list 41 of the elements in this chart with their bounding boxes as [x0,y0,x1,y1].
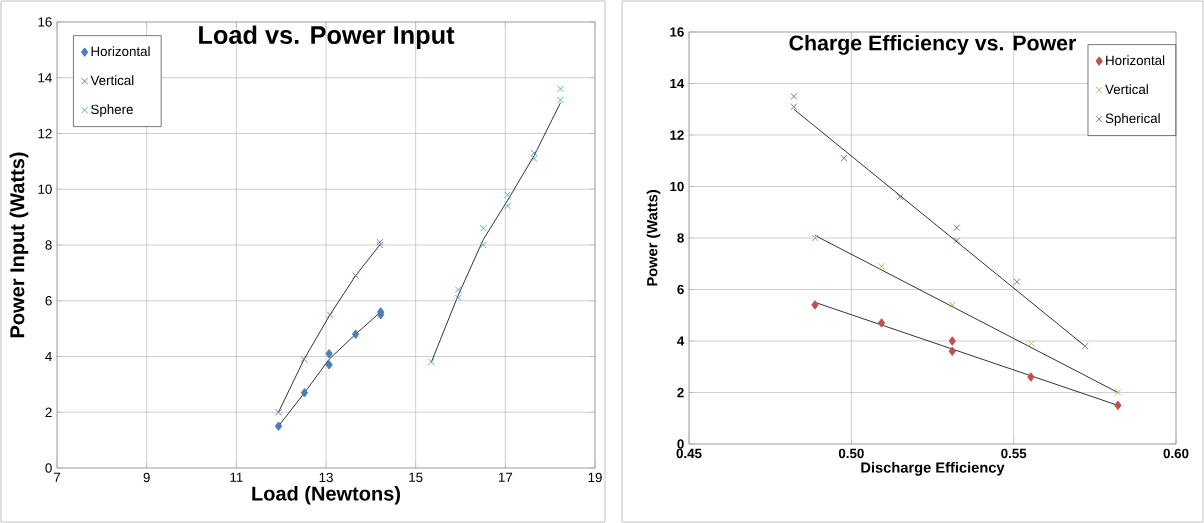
y-tick-label: 10 [38,184,52,194]
y-tick-label: 14 [670,78,685,89]
x-axis-title: Load (Newtons) [252,485,400,505]
y-tick-label: 2 [677,387,684,398]
y-tick-label: 2 [45,407,52,417]
legend-label: Horizontal [91,46,150,57]
x-tick-label: 0.60 [1163,448,1189,459]
x-axis-title: Discharge Efficiency [861,461,1005,476]
y-tick-label: 4 [45,351,52,362]
x-tick-label: 9 [143,472,150,483]
x-tick-label: 13 [319,472,333,483]
x-tick-label: 17 [498,472,513,482]
chart-title: Charge Efficiency vs. Power [789,34,1077,55]
chart-title: Load vs. Power Input [199,25,455,49]
y-tick-label: 0 [45,463,52,473]
y-tick-label: 16 [670,27,684,37]
y-tick-label: 8 [677,233,684,243]
x-tick-label: 11 [230,472,243,482]
x-tick-label: 19 [588,472,602,483]
y-tick-label: 14 [38,73,52,83]
y-axis-title: Power Input (Watts) [9,152,29,338]
legend-label: Spherical [1105,113,1160,126]
x-tick-label: 0.45 [676,448,702,459]
x-tick-label: 15 [409,472,423,482]
y-tick-label: 8 [45,240,52,250]
y-axis-title: Power (Watts) [646,190,661,286]
legend-label: Vertical [1105,84,1148,95]
y-tick-label: 12 [670,130,684,140]
y-tick-label: 0 [677,439,684,449]
y-tick-label: 16 [38,17,52,27]
y-tick-label: 12 [38,128,52,139]
y-tick-label: 6 [45,296,52,306]
x-tick-label: 7 [53,472,61,482]
legend-label: Horizontal [1106,55,1165,66]
y-tick-label: 10 [670,181,684,192]
x-tick-label: 0.50 [838,448,864,459]
y-tick-label: 4 [677,336,685,346]
y-tick-label: 6 [677,284,684,295]
legend-label: Sphere [91,104,133,117]
x-tick-label: 0.55 [1001,448,1027,459]
legend-label: Vertical [90,75,134,86]
